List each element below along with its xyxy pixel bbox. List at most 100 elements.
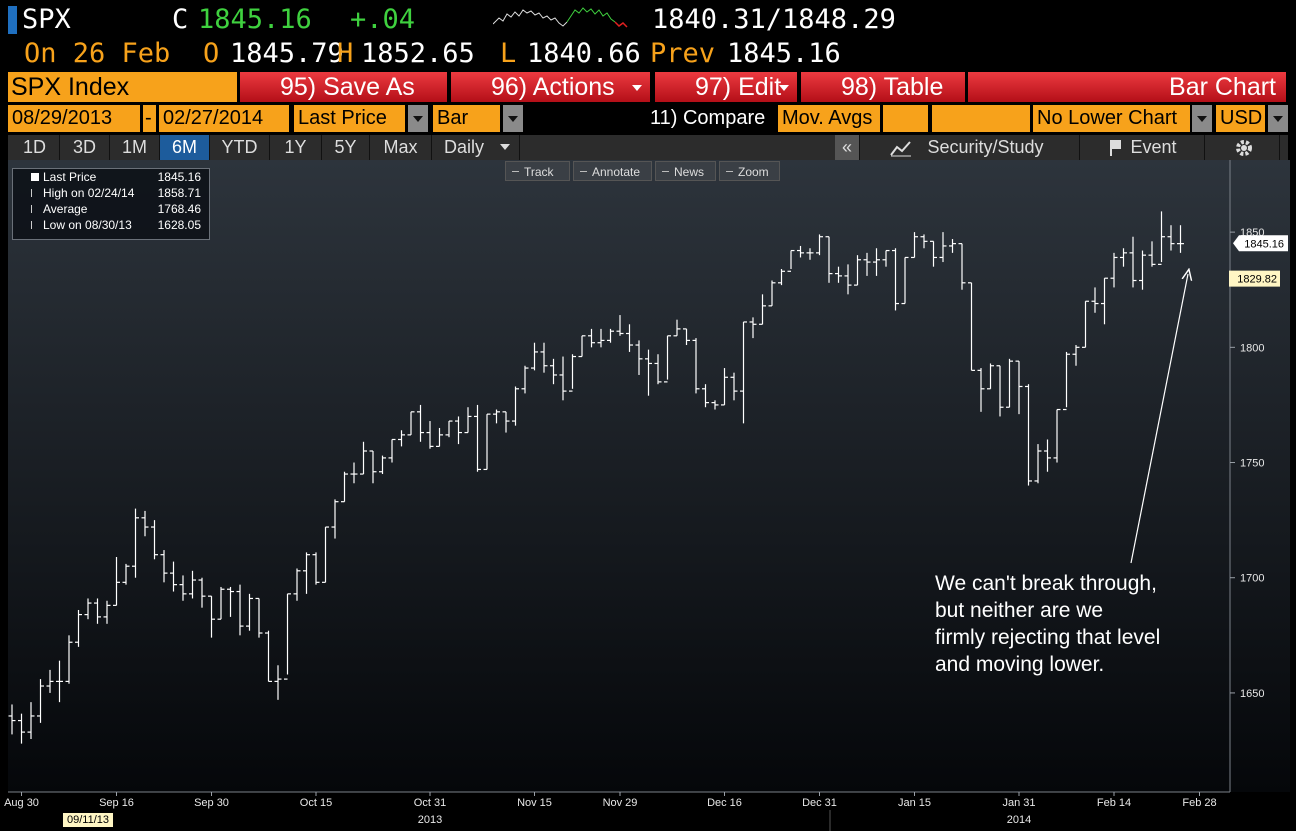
start-date[interactable]: 08/29/2013 — [8, 105, 140, 132]
legend-label: Low on 08/30/13 — [43, 218, 132, 232]
price-tag — [1229, 270, 1280, 287]
chart-tool-button[interactable]: News — [655, 161, 716, 181]
annotation-arrow — [1130, 274, 1188, 564]
tool-icon — [580, 171, 587, 172]
menu-button[interactable]: 98) Table — [801, 72, 965, 102]
y-tick-label: 1800 — [1240, 342, 1264, 354]
x-axis-background — [0, 792, 1296, 831]
blank-field[interactable] — [932, 105, 1030, 132]
x-tick-label: Oct 15 — [300, 797, 332, 809]
annotation-text: and moving lower. — [935, 653, 1104, 676]
lower-chart-select[interactable]: No Lower Chart — [1033, 105, 1190, 132]
x-tick-label: Oct 31 — [414, 797, 446, 809]
tool-icon — [726, 171, 733, 172]
chart-tool-button[interactable]: Annotate — [573, 161, 652, 181]
menu-button[interactable]: 96) Actions — [451, 72, 650, 102]
period-tab[interactable]: 1M — [110, 135, 160, 160]
price-tag-label: 1829.82 — [1237, 274, 1277, 286]
prev-price: 1845.16 — [727, 38, 841, 69]
currency-select[interactable]: USD — [1216, 105, 1265, 132]
tool-icon — [662, 171, 669, 172]
legend-label: High on 02/24/14 — [43, 186, 135, 200]
event-label: Event — [1130, 137, 1177, 157]
period-tab[interactable]: 3D — [60, 135, 110, 160]
legend-icon — [31, 205, 33, 213]
dropdown-arrow — [632, 85, 642, 91]
high-price: 1852.65 — [361, 38, 475, 69]
x-tick-label: Dec 16 — [707, 797, 742, 809]
legend-row: Last Price 1845.16 — [13, 169, 209, 185]
chart-tool-button[interactable]: Track — [505, 161, 570, 181]
blank-field[interactable] — [883, 105, 928, 132]
period-tab[interactable]: YTD — [210, 135, 270, 160]
high-label: H — [337, 38, 354, 69]
period-tab[interactable]: 5Y — [322, 135, 370, 160]
x-tick-label: Dec 31 — [802, 797, 837, 809]
prev-label: Prev — [650, 38, 716, 69]
period-tab[interactable]: Max — [370, 135, 432, 160]
y-tick-label: 1750 — [1240, 458, 1264, 470]
x-tick-label: Jan 31 — [1002, 797, 1035, 809]
date-dash: - — [143, 105, 156, 132]
gear-icon — [1236, 140, 1252, 156]
collapse-button[interactable]: « — [835, 135, 860, 160]
dropdown-button[interactable] — [503, 105, 523, 132]
settings-button[interactable] — [1208, 135, 1280, 160]
legend-label: Average — [43, 202, 88, 216]
security-field[interactable]: SPX Index — [8, 72, 237, 102]
net-change: +.04 — [350, 4, 416, 35]
low-label: L — [500, 38, 517, 69]
menu-button[interactable]: 97) Edit — [655, 72, 797, 102]
menu-button[interactable]: 95) Save As — [240, 72, 447, 102]
legend-row: High on 02/24/14 1858.71 — [13, 185, 209, 201]
annotation-text: but neither are we — [935, 599, 1103, 622]
study-label: Security/Study — [927, 137, 1044, 157]
mov-avgs-field[interactable]: Mov. Avgs — [778, 105, 880, 132]
close-label: C — [172, 4, 189, 35]
event-button[interactable]: Event — [1083, 135, 1205, 160]
legend-icon — [31, 173, 39, 181]
crosshair-date-box — [62, 813, 114, 827]
y-tick-label: 1650 — [1240, 688, 1264, 700]
legend-value: 1768.46 — [157, 202, 201, 216]
price-tag — [1233, 235, 1288, 252]
security-study-button[interactable]: Security/Study — [862, 135, 1080, 160]
legend-value: 1858.71 — [157, 186, 201, 200]
x-tick-label: Jan 15 — [898, 797, 931, 809]
period-tab[interactable]: 6M — [160, 135, 210, 160]
compare-button[interactable]: 11) Compare — [650, 107, 766, 129]
x-tick-label: Feb 28 — [1182, 797, 1216, 809]
legend-value: 1845.16 — [157, 170, 201, 184]
dropdown-button[interactable] — [1268, 105, 1288, 132]
view-title: Bar Chart — [968, 72, 1286, 102]
period-tab[interactable]: 1D — [10, 135, 60, 160]
chart-tool-button[interactable]: Zoom — [719, 161, 780, 181]
dropdown-button[interactable] — [408, 105, 428, 132]
x-sublabel: 2014 — [1007, 814, 1031, 826]
plot-background — [8, 160, 1290, 792]
open-price: 1845.79 — [230, 38, 344, 69]
legend-row: Average 1768.46 — [13, 201, 209, 217]
end-date[interactable]: 02/27/2014 — [159, 105, 289, 132]
frequency-label: Daily — [444, 137, 485, 157]
legend: Last Price 1845.16 High on 02/24/14 1858.71… — [12, 168, 210, 240]
event-icon — [1110, 140, 1121, 156]
ticker-marker — [8, 6, 17, 34]
style-select[interactable]: Bar — [433, 105, 500, 132]
frequency-select[interactable]: Daily — [432, 135, 520, 160]
period-tab[interactable]: 1Y — [270, 135, 322, 160]
annotation-text: We can't break through, — [935, 572, 1157, 595]
annotation-text: firmly rejecting that level — [935, 626, 1160, 649]
quote-date: On 26 Feb — [24, 38, 171, 69]
open-label: O — [203, 38, 220, 69]
legend-row: Low on 08/30/13 1628.05 — [13, 217, 209, 233]
dropdown-arrow — [779, 85, 789, 91]
x-tick-label: Aug 30 — [4, 797, 39, 809]
legend-value: 1628.05 — [157, 218, 201, 232]
ticker: SPX — [22, 4, 71, 35]
low-price: 1840.66 — [527, 38, 641, 69]
field-select[interactable]: Last Price — [294, 105, 405, 132]
dropdown-button[interactable] — [1192, 105, 1212, 132]
x-tick-label: Nov 29 — [603, 797, 638, 809]
